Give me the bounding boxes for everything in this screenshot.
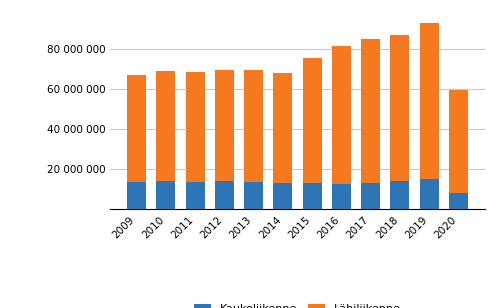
Bar bbox=[420, 23, 438, 179]
Bar bbox=[361, 39, 380, 183]
Bar bbox=[156, 181, 176, 209]
Bar bbox=[186, 182, 204, 209]
Bar bbox=[390, 35, 409, 181]
Bar bbox=[332, 46, 351, 184]
Bar bbox=[186, 72, 204, 182]
Bar bbox=[274, 183, 292, 209]
Legend: Kaukoliikenne, Lähiliikenne: Kaukoliikenne, Lähiliikenne bbox=[194, 304, 400, 308]
Bar bbox=[127, 75, 146, 182]
Bar bbox=[156, 71, 176, 181]
Bar bbox=[390, 181, 409, 209]
Bar bbox=[244, 182, 263, 209]
Bar bbox=[127, 182, 146, 209]
Bar bbox=[244, 70, 263, 182]
Bar bbox=[332, 184, 351, 209]
Bar bbox=[302, 58, 322, 183]
Bar bbox=[274, 73, 292, 183]
Bar bbox=[215, 181, 234, 209]
Bar bbox=[361, 183, 380, 209]
Bar bbox=[449, 90, 468, 193]
Bar bbox=[420, 179, 438, 209]
Bar bbox=[449, 193, 468, 209]
Bar bbox=[302, 183, 322, 209]
Bar bbox=[215, 70, 234, 181]
